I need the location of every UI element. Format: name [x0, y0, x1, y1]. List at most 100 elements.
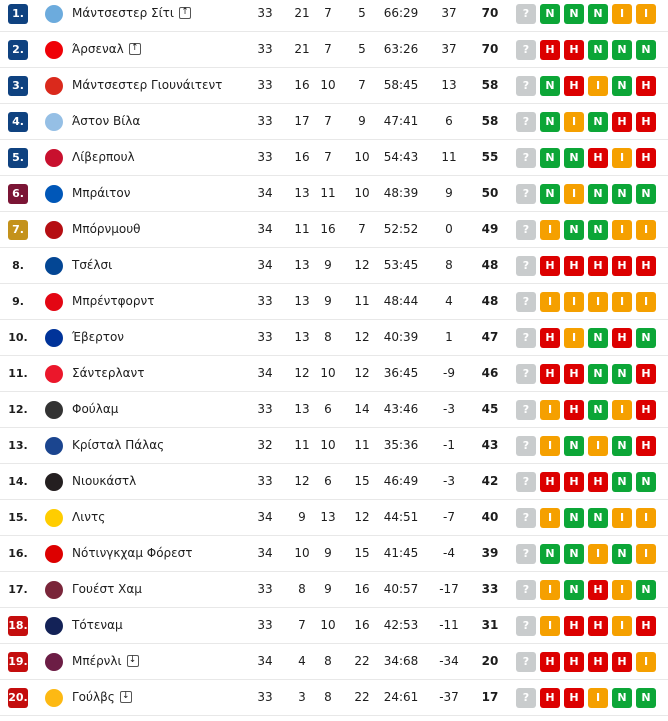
- form-result-badge[interactable]: I: [636, 291, 656, 312]
- form-result-badge[interactable]: H: [612, 327, 632, 348]
- form-result-badge[interactable]: H: [564, 651, 584, 672]
- form-result-badge[interactable]: H: [588, 615, 608, 636]
- form-result-badge[interactable]: H: [588, 147, 608, 168]
- table-row[interactable]: 11. Σάντερλαντ 34 12 10 12 36:45 -9 46? H H N N H: [0, 356, 668, 392]
- table-row[interactable]: 13. Κρίσταλ Πάλας 32 11 10 11 35:36 -1 43? I N I N H: [0, 428, 668, 464]
- form-result-badge[interactable]: I: [540, 435, 560, 456]
- table-row[interactable]: 20. Γούλβς ↓ 33 3 8 22 24:61 -37 17? H H I N N: [0, 680, 668, 716]
- form-result-badge[interactable]: I: [636, 507, 656, 528]
- form-result-badge[interactable]: H: [564, 363, 584, 384]
- form-result-badge[interactable]: I: [636, 219, 656, 240]
- form-result-badge[interactable]: N: [612, 435, 632, 456]
- form-result-badge[interactable]: H: [564, 39, 584, 60]
- table-row[interactable]: 17. Γουέστ Χαμ 33 8 9 16 40:57 -17 33? I N H I N: [0, 572, 668, 608]
- form-result-badge[interactable]: N: [612, 687, 632, 708]
- form-result-badge[interactable]: N: [588, 39, 608, 60]
- form-result-badge[interactable]: H: [564, 471, 584, 492]
- form-result-badge[interactable]: I: [540, 615, 560, 636]
- team-name-text[interactable]: Κρίσταλ Πάλας: [72, 438, 165, 452]
- table-row[interactable]: 6. Μπράιτον 34 13 11 10 48:39 9 50? N I N N N: [0, 176, 668, 212]
- team-name-text[interactable]: Γουέστ Χαμ: [72, 582, 142, 596]
- form-result-badge[interactable]: I: [612, 291, 632, 312]
- form-result-badge[interactable]: H: [636, 75, 656, 96]
- form-result-badge[interactable]: H: [636, 615, 656, 636]
- table-row[interactable]: 1. Μάντσεστερ Σίτι ↑ 33 21 7 5 66:29 37 70? N N N I I: [0, 0, 668, 32]
- form-result-badge[interactable]: I: [636, 3, 656, 24]
- next-match-badge[interactable]: ?: [516, 615, 536, 636]
- table-row[interactable]: 18. Τότεναμ 33 7 10 16 42:53 -11 31? I H H I H: [0, 608, 668, 644]
- form-result-badge[interactable]: I: [588, 543, 608, 564]
- form-result-badge[interactable]: N: [588, 507, 608, 528]
- team-name[interactable]: Νιουκάστλ: [72, 464, 136, 499]
- form-result-badge[interactable]: I: [636, 651, 656, 672]
- next-match-badge[interactable]: ?: [516, 111, 536, 132]
- form-result-badge[interactable]: I: [588, 75, 608, 96]
- form-result-badge[interactable]: H: [588, 255, 608, 276]
- team-name-text[interactable]: Μπράιτον: [72, 186, 131, 200]
- form-result-badge[interactable]: H: [540, 327, 560, 348]
- team-name-text[interactable]: Μπρέντφορντ: [72, 294, 155, 308]
- team-name[interactable]: Έβερτον: [72, 320, 124, 355]
- table-row[interactable]: 5. Λίβερπουλ 33 16 7 10 54:43 11 55? N N H I H: [0, 140, 668, 176]
- form-result-badge[interactable]: I: [612, 579, 632, 600]
- team-name-text[interactable]: Τσέλσι: [72, 258, 113, 272]
- next-match-badge[interactable]: ?: [516, 219, 536, 240]
- form-result-badge[interactable]: N: [588, 363, 608, 384]
- form-result-badge[interactable]: H: [636, 255, 656, 276]
- team-name[interactable]: Φούλαμ: [72, 392, 118, 427]
- team-name-text[interactable]: Άρσεναλ: [72, 42, 124, 56]
- next-match-badge[interactable]: ?: [516, 255, 536, 276]
- form-result-badge[interactable]: N: [588, 111, 608, 132]
- form-result-badge[interactable]: H: [564, 687, 584, 708]
- next-match-badge[interactable]: ?: [516, 435, 536, 456]
- form-result-badge[interactable]: N: [636, 471, 656, 492]
- form-result-badge[interactable]: N: [636, 687, 656, 708]
- team-name-text[interactable]: Σάντερλαντ: [72, 366, 145, 380]
- team-name-text[interactable]: Έβερτον: [72, 330, 124, 344]
- form-result-badge[interactable]: N: [564, 147, 584, 168]
- form-result-badge[interactable]: N: [588, 399, 608, 420]
- form-result-badge[interactable]: H: [540, 363, 560, 384]
- form-result-badge[interactable]: N: [612, 543, 632, 564]
- form-result-badge[interactable]: I: [540, 507, 560, 528]
- team-name-text[interactable]: Νιουκάστλ: [72, 474, 137, 488]
- form-result-badge[interactable]: N: [612, 183, 632, 204]
- form-result-badge[interactable]: N: [540, 3, 560, 24]
- table-row[interactable]: 9. Μπρέντφορντ 33 13 9 11 48:44 4 48? I I I I I: [0, 284, 668, 320]
- table-row[interactable]: 8. Τσέλσι 34 13 9 12 53:45 8 48? H H H H H: [0, 248, 668, 284]
- form-result-badge[interactable]: H: [612, 111, 632, 132]
- table-row[interactable]: 7. Μπόρνμουθ 34 11 16 7 52:52 0 49? I N N I I: [0, 212, 668, 248]
- form-result-badge[interactable]: H: [588, 651, 608, 672]
- next-match-badge[interactable]: ?: [516, 75, 536, 96]
- form-result-badge[interactable]: I: [612, 507, 632, 528]
- form-result-badge[interactable]: I: [612, 615, 632, 636]
- form-result-badge[interactable]: N: [612, 471, 632, 492]
- form-result-badge[interactable]: H: [540, 687, 560, 708]
- team-name-text[interactable]: Άστον Βίλα: [72, 114, 141, 128]
- team-name[interactable]: Κρίσταλ Πάλας: [72, 428, 164, 463]
- team-name-text[interactable]: Μάντσεστερ Γιουνάιτεντ: [72, 78, 223, 92]
- form-result-badge[interactable]: H: [636, 399, 656, 420]
- table-row[interactable]: 14. Νιουκάστλ 33 12 6 15 46:49 -3 42? H H H N N: [0, 464, 668, 500]
- form-result-badge[interactable]: I: [540, 579, 560, 600]
- table-row[interactable]: 2. Άρσεναλ ↑ 33 21 7 5 63:26 37 70? H H N N N: [0, 32, 668, 68]
- form-result-badge[interactable]: I: [612, 3, 632, 24]
- form-result-badge[interactable]: H: [636, 363, 656, 384]
- form-result-badge[interactable]: I: [612, 399, 632, 420]
- table-row[interactable]: 16. Νότινγκχαμ Φόρεστ 34 10 9 15 41:45 -4 39? N N I…: [0, 536, 668, 572]
- form-result-badge[interactable]: N: [564, 579, 584, 600]
- team-name-text[interactable]: Λίβερπουλ: [72, 150, 135, 164]
- form-result-badge[interactable]: N: [612, 363, 632, 384]
- team-name[interactable]: Άρσεναλ ↑: [72, 32, 141, 67]
- form-result-badge[interactable]: I: [612, 147, 632, 168]
- form-result-badge[interactable]: H: [588, 579, 608, 600]
- team-name[interactable]: Μπρέντφορντ: [72, 284, 154, 319]
- team-name[interactable]: Μπράιτον: [72, 176, 130, 211]
- team-name-text[interactable]: Τότεναμ: [72, 618, 123, 632]
- form-result-badge[interactable]: N: [636, 39, 656, 60]
- form-result-badge[interactable]: I: [540, 399, 560, 420]
- form-result-badge[interactable]: H: [540, 255, 560, 276]
- next-match-badge[interactable]: ?: [516, 3, 536, 24]
- table-row[interactable]: 19. Μπέρνλι ↓ 34 4 8 22 34:68 -34 20? H H H H I: [0, 644, 668, 680]
- form-result-badge[interactable]: N: [636, 579, 656, 600]
